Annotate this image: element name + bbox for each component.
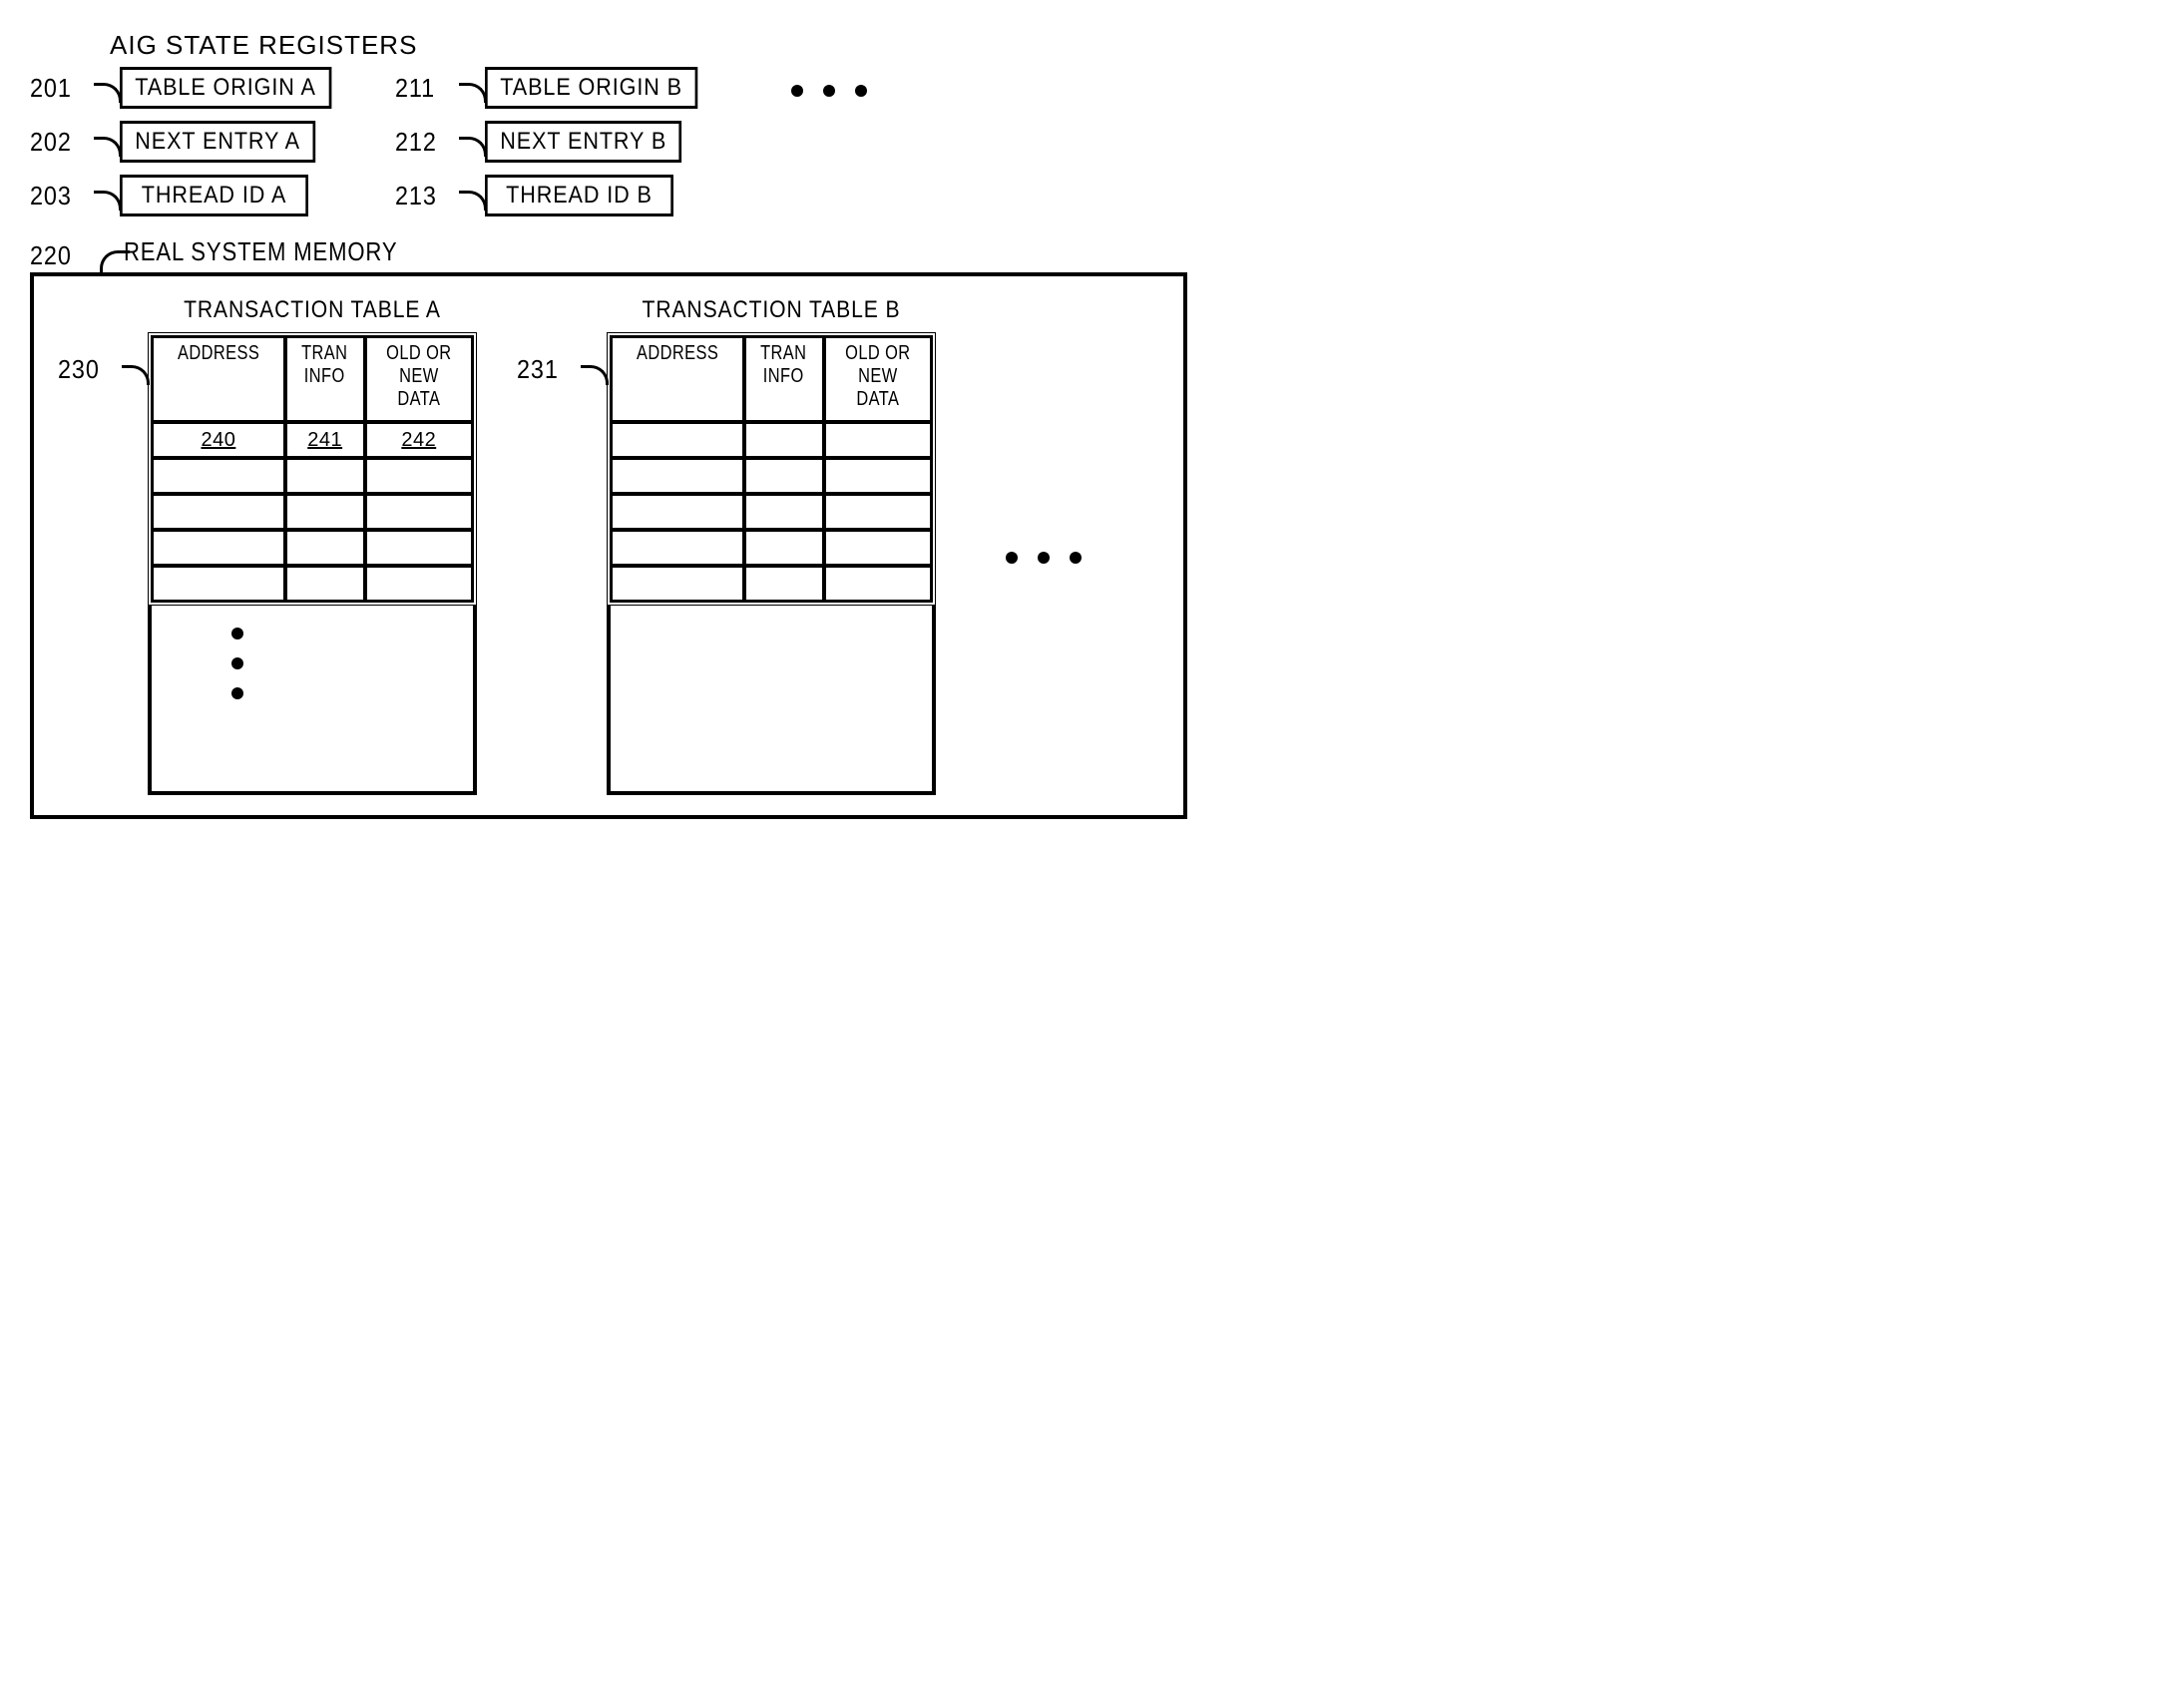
dot-icon (231, 687, 243, 699)
cell (744, 530, 824, 566)
cell (611, 458, 744, 494)
table-b-extension (607, 606, 936, 795)
col-header: OLD ORNEWDATA (365, 336, 473, 422)
transaction-table-a-wrap: 230 TRANSACTION TABLE A ADDRESS TRANINFO… (58, 296, 477, 795)
table-a-ref-col: 230 (58, 296, 148, 385)
cell (365, 458, 473, 494)
cell (611, 530, 744, 566)
lead-line (94, 137, 122, 157)
cell (744, 422, 824, 458)
cell (365, 494, 473, 530)
dot-icon (1070, 552, 1082, 564)
cell (744, 458, 824, 494)
cell (824, 494, 932, 530)
transaction-table-b: ADDRESS TRANINFO OLD ORNEWDATA (607, 332, 936, 606)
cell (744, 566, 824, 602)
register-box: NEXT ENTRY B (485, 121, 681, 163)
register-box: TABLE ORIGIN A (120, 67, 331, 109)
cell (824, 422, 932, 458)
memory-box: 230 TRANSACTION TABLE A ADDRESS TRANINFO… (30, 272, 1187, 819)
lead-line (122, 365, 150, 385)
table-b-refnum: 231 (517, 354, 571, 385)
dot-icon (855, 85, 867, 97)
transaction-table-b-wrap: 231 TRANSACTION TABLE B ADDRESS TRANINFO… (517, 296, 936, 795)
refnum: 201 (30, 73, 84, 104)
col-header: OLD ORNEWDATA (824, 336, 932, 422)
cell (611, 422, 744, 458)
refnum: 212 (395, 127, 449, 158)
lead-line (581, 365, 609, 385)
cell (285, 566, 365, 602)
register-a-0: 201 TABLE ORIGIN A (30, 67, 355, 109)
dot-icon (1038, 552, 1050, 564)
table-a-ellipsis (231, 628, 243, 791)
register-box: THREAD ID A (120, 175, 308, 216)
cell: 240 (152, 422, 285, 458)
cell: 241 (285, 422, 365, 458)
lead-line (459, 137, 487, 157)
lead-line (459, 191, 487, 211)
registers-title: AIG STATE REGISTERS (110, 30, 417, 60)
transaction-table-a: ADDRESS TRANINFO OLD ORNEWDATA 240 241 2… (148, 332, 477, 606)
dot-icon (791, 85, 803, 97)
register-box: THREAD ID B (485, 175, 673, 216)
register-col-b: 211 TABLE ORIGIN B 212 NEXT ENTRY B 213 … (395, 61, 721, 222)
dot-icon (231, 657, 243, 669)
register-b-1: 212 NEXT ENTRY B (395, 121, 721, 163)
dot-icon (231, 628, 243, 639)
table-b-title: TRANSACTION TABLE B (627, 296, 916, 324)
refnum: 202 (30, 127, 84, 158)
registers-title-wrap: AIG STATE REGISTERS (110, 30, 1187, 61)
refnum: 213 (395, 181, 449, 212)
register-a-1: 202 NEXT ENTRY A (30, 121, 355, 163)
refnum: 211 (395, 73, 449, 104)
cell (152, 458, 285, 494)
memory-title: REAL SYSTEM MEMORY (124, 236, 397, 267)
cell (152, 494, 285, 530)
col-header: TRANINFO (285, 336, 365, 422)
col-header: ADDRESS (611, 336, 744, 422)
cell (611, 566, 744, 602)
cell: 242 (365, 422, 473, 458)
refnum: 203 (30, 181, 84, 212)
cell (824, 530, 932, 566)
table-b-col: TRANSACTION TABLE B ADDRESS TRANINFO OLD… (607, 296, 936, 795)
cell (611, 494, 744, 530)
cell (285, 530, 365, 566)
cell (365, 566, 473, 602)
cell (285, 494, 365, 530)
register-box: NEXT ENTRY A (120, 121, 315, 163)
memory-ellipsis (1006, 552, 1082, 564)
table-a-extension (148, 606, 477, 795)
cell (365, 530, 473, 566)
col-header: ADDRESS (152, 336, 285, 422)
register-groups: 201 TABLE ORIGIN A 202 NEXT ENTRY A 203 … (30, 61, 1187, 222)
register-b-0: 211 TABLE ORIGIN B (395, 67, 721, 109)
table-b-ref-col: 231 (517, 296, 607, 385)
register-a-2: 203 THREAD ID A (30, 175, 355, 216)
diagram-root: AIG STATE REGISTERS 201 TABLE ORIGIN A 2… (30, 30, 1187, 819)
col-header: TRANINFO (744, 336, 824, 422)
register-col-a: 201 TABLE ORIGIN A 202 NEXT ENTRY A 203 … (30, 61, 355, 222)
register-b-2: 213 THREAD ID B (395, 175, 721, 216)
dot-icon (1006, 552, 1018, 564)
table-a-refnum: 230 (58, 354, 112, 385)
cell (285, 458, 365, 494)
memory-header: 220 REAL SYSTEM MEMORY (30, 236, 1187, 276)
register-box: TABLE ORIGIN B (485, 67, 697, 109)
lead-line (94, 191, 122, 211)
cell (152, 566, 285, 602)
lead-line (459, 83, 487, 103)
table-a-title: TRANSACTION TABLE A (168, 296, 457, 324)
registers-ellipsis (791, 85, 867, 97)
cell (824, 458, 932, 494)
cell (152, 530, 285, 566)
table-a-col: TRANSACTION TABLE A ADDRESS TRANINFO OLD… (148, 296, 477, 795)
memory-refnum: 220 (30, 240, 84, 271)
cell (744, 494, 824, 530)
lead-line (94, 83, 122, 103)
dot-icon (823, 85, 835, 97)
cell (824, 566, 932, 602)
